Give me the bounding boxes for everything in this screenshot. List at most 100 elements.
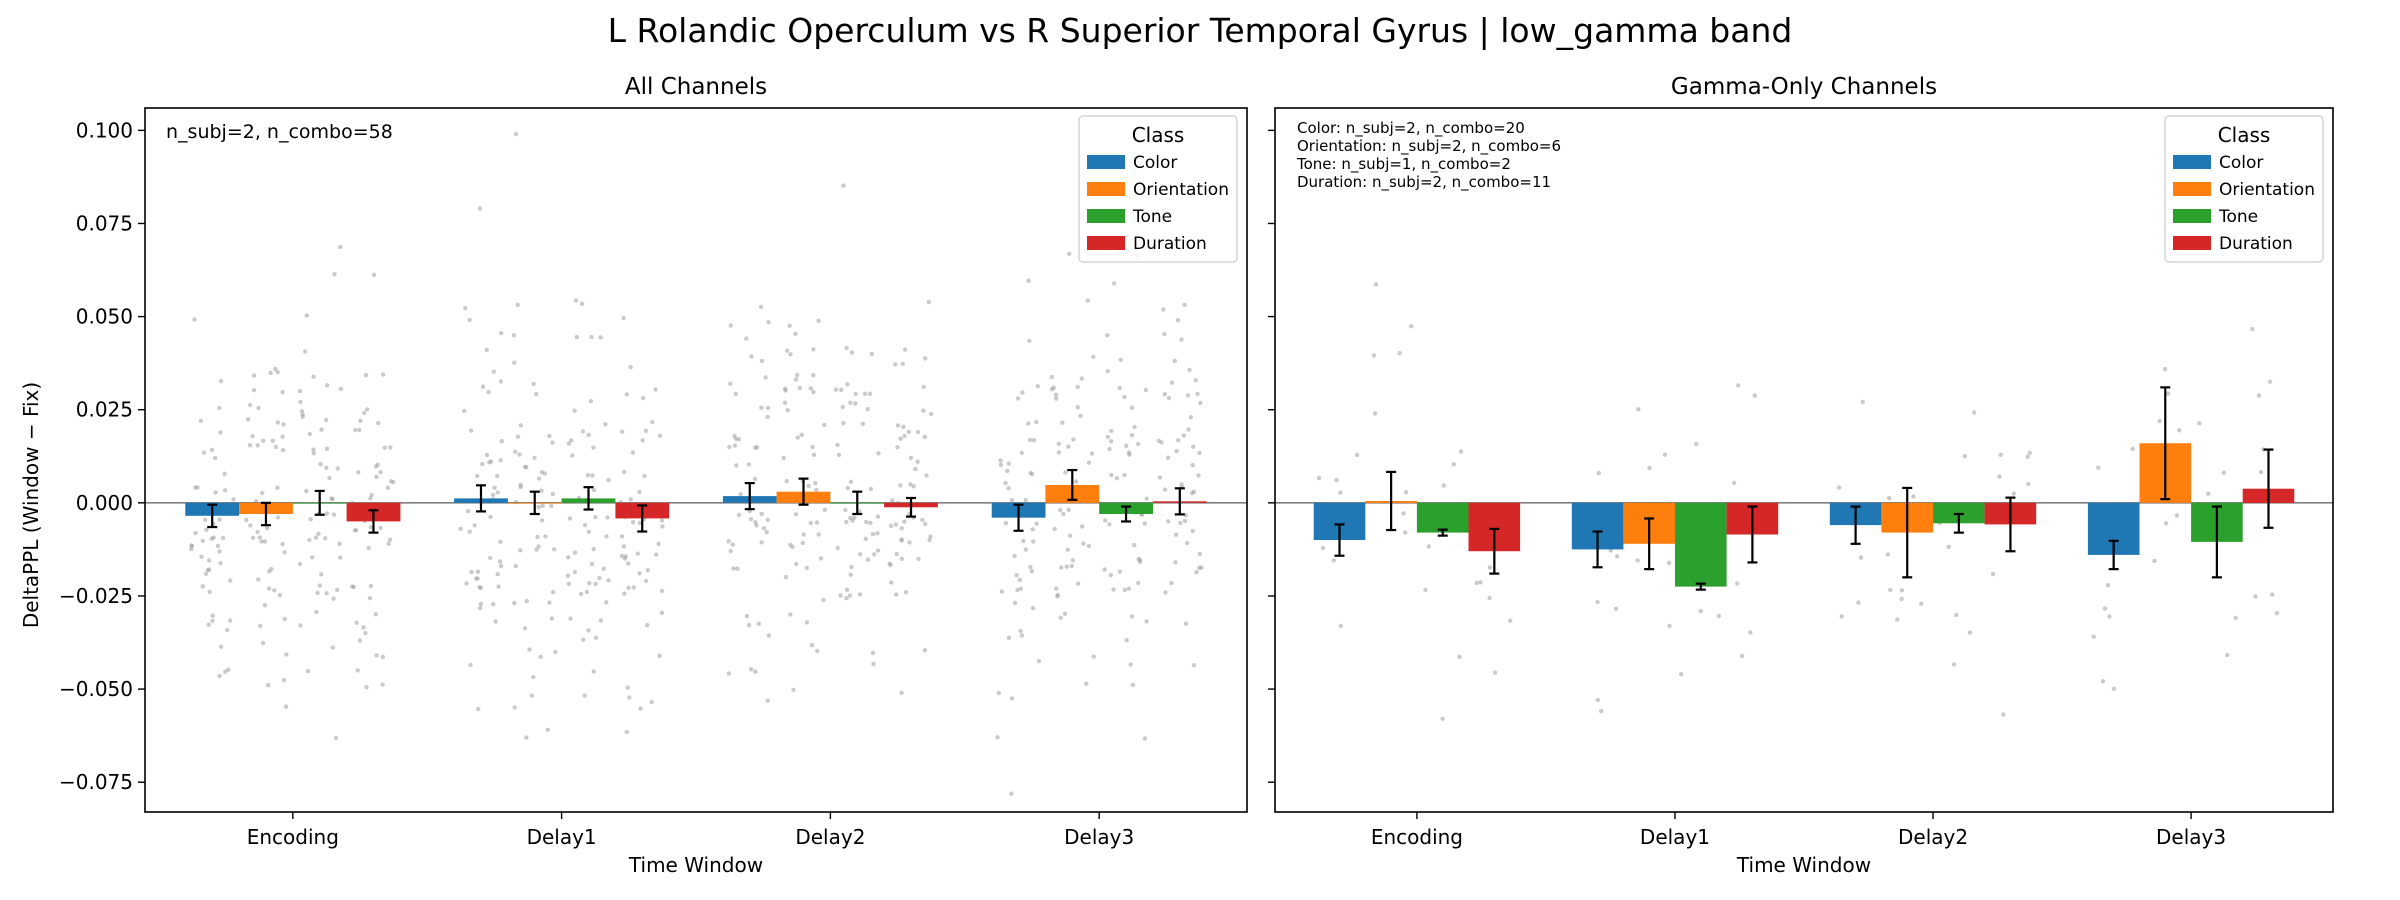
data-point [1662,452,1668,457]
data-point [738,492,743,497]
y-tick-label: 0.075 [76,211,133,235]
data-point [1021,538,1026,544]
data-point [1161,307,1166,312]
data-point [875,514,881,519]
data-point [1175,318,1181,323]
data-point [872,552,877,557]
data-point [1492,670,1498,675]
data-point [875,531,880,536]
data-point [374,653,379,658]
data-point [572,408,577,413]
data-point [247,443,253,448]
data-point [323,536,328,541]
data-point [794,561,799,567]
data-point [1185,393,1191,398]
data-point [746,622,752,628]
data-point [529,693,534,698]
data-point [264,526,270,531]
data-point [1006,635,1012,640]
data-point [926,299,931,305]
data-point [996,690,1001,696]
data-point [1197,551,1203,557]
data-point [591,445,596,450]
data-point [549,503,554,509]
data-point [793,331,798,336]
data-point [495,490,500,495]
data-point [1162,392,1168,397]
data-point [748,517,754,522]
data-point [907,540,912,545]
data-point [387,537,393,542]
data-point [275,485,280,490]
data-point [1009,791,1014,796]
data-point [1596,470,1602,476]
data-point [579,301,585,306]
legend-swatch-color [2173,155,2211,169]
data-point [1076,581,1081,586]
data-point [622,556,628,561]
data-point [735,566,740,571]
data-point [204,527,209,532]
data-point [628,365,633,370]
data-point [250,535,256,540]
data-point [744,336,749,341]
data-point [1006,486,1011,491]
data-point [522,626,528,631]
error-bar [1644,517,1655,571]
legend-box [1078,115,1238,263]
data-point [853,391,858,397]
error-bar [1902,486,1913,579]
data-point [458,526,463,532]
data-point [572,569,578,575]
data-point [385,485,390,490]
data-point [1316,476,1322,481]
data-point [2100,679,2106,684]
data-point [1172,358,1178,363]
data-point [1111,281,1117,286]
data-point [1108,439,1114,444]
data-point [324,591,329,596]
axes-frame [1274,107,2334,813]
data-point [1895,617,1900,622]
legend: Class Color Orientation Tone Duration [1078,115,1238,263]
panel-title: Gamma-Only Channels [1671,74,1937,100]
data-point [369,492,374,498]
data-point [645,568,650,573]
data-point [298,623,303,628]
data-point [822,507,827,512]
data-point [1190,490,1195,496]
data-point [843,507,848,513]
data-point [920,517,925,523]
data-point [765,414,770,420]
legend: Class Color Orientation Tone Duration [2164,115,2324,263]
data-point [653,387,658,392]
data-point [1137,557,1143,563]
data-point [804,565,809,570]
legend-entry: Orientation [1133,180,1229,200]
data-point [734,463,739,468]
data-point [923,521,928,527]
data-point [1142,736,1148,741]
data-point [318,461,323,467]
data-point [1068,533,1073,538]
data-point [468,662,473,668]
data-point [513,563,518,569]
data-point [641,395,646,401]
data-point [488,514,493,520]
data-point [1122,394,1127,400]
data-point [645,623,650,628]
data-point [1089,451,1095,456]
data-point [621,544,627,549]
data-point [1019,633,1025,638]
data-point [1031,539,1036,544]
data-point [586,628,591,633]
data-point [744,613,750,619]
data-point [209,536,214,541]
data-point [338,244,343,250]
data-point [1183,621,1189,626]
data-point [1014,573,1019,578]
data-point [492,485,497,490]
data-point [2274,611,2280,616]
data-point [199,554,204,559]
data-point [848,479,854,484]
